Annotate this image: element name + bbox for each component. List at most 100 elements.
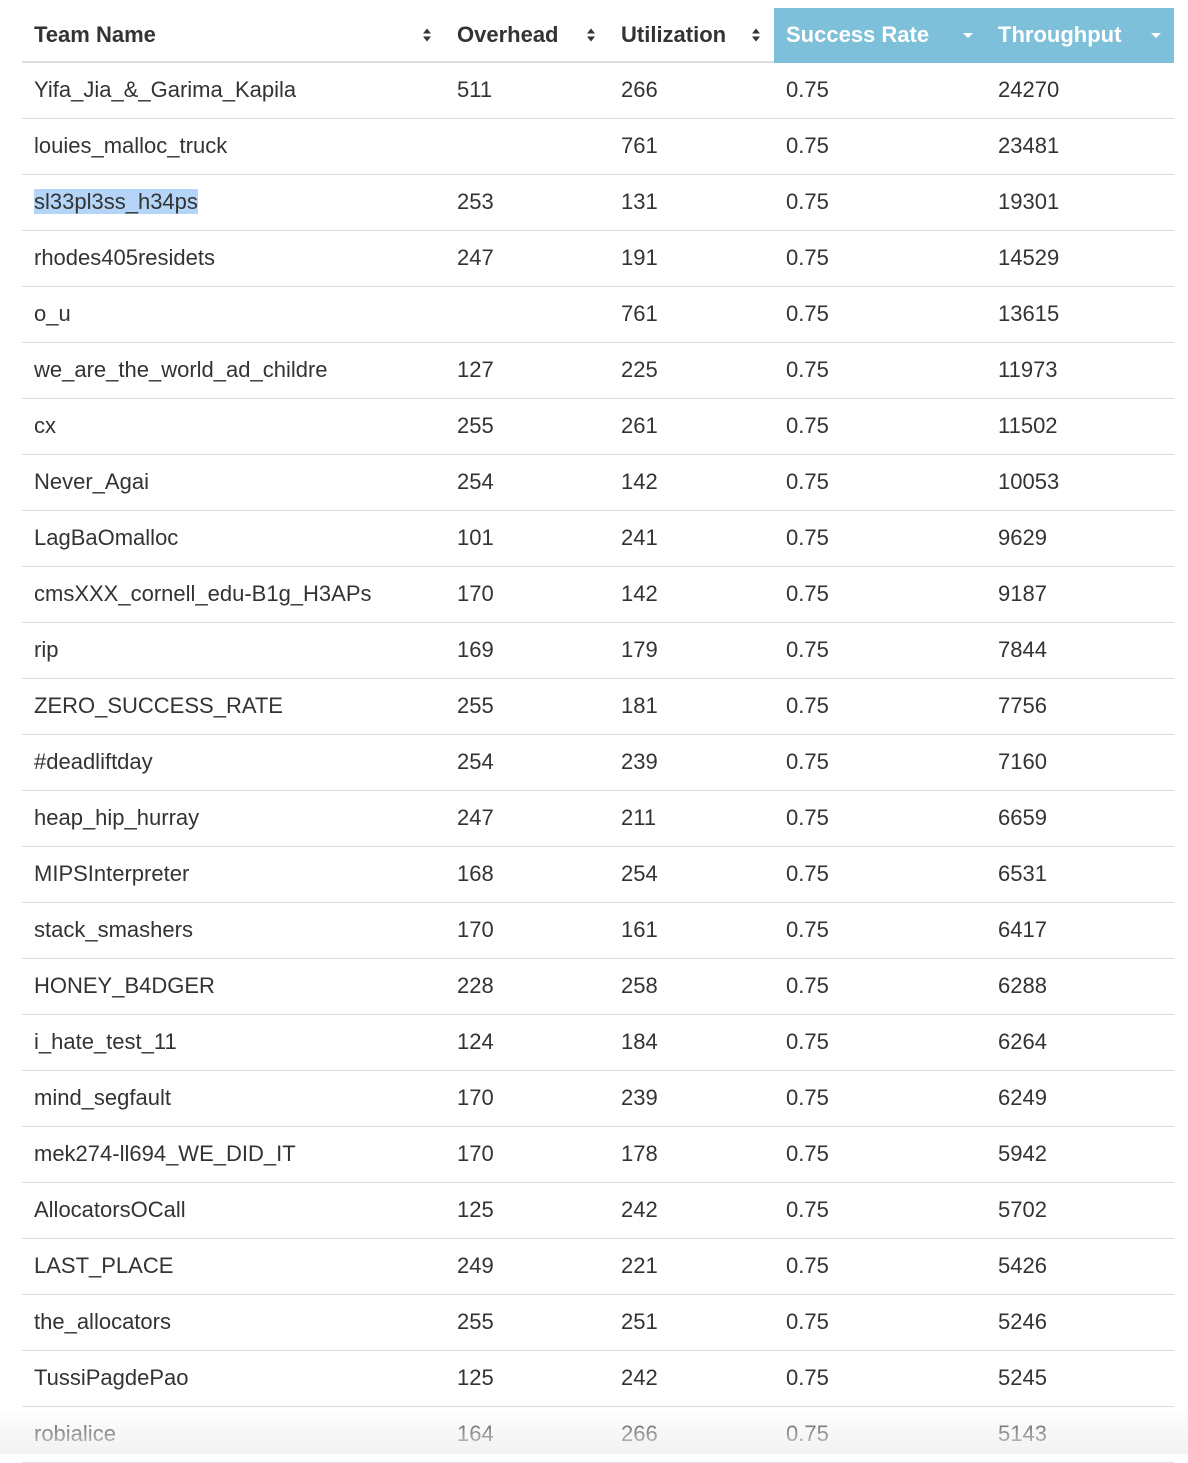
overhead-cell-text: 254 bbox=[457, 749, 494, 774]
sort-both-icon[interactable] bbox=[750, 26, 762, 44]
utilization-cell-text: 225 bbox=[621, 357, 658, 382]
success-rate-cell-text: 0.75 bbox=[786, 1253, 829, 1278]
team-name-cell-text: rip bbox=[34, 637, 58, 662]
overhead-cell-text: 255 bbox=[457, 1309, 494, 1334]
success-rate-cell-text: 0.75 bbox=[786, 357, 829, 382]
success-rate-cell-text: 0.75 bbox=[786, 637, 829, 662]
utilization-cell: 184 bbox=[609, 1014, 774, 1070]
utilization-cell: 225 bbox=[609, 342, 774, 398]
team-name-cell: TussiPagdePao bbox=[22, 1350, 445, 1406]
header-team-name[interactable]: Team Name bbox=[22, 8, 445, 62]
throughput-cell-text: 14529 bbox=[998, 245, 1059, 270]
throughput-cell-text: 5143 bbox=[998, 1421, 1047, 1446]
overhead-cell: 254 bbox=[445, 454, 609, 510]
throughput-cell-text: 5426 bbox=[998, 1253, 1047, 1278]
throughput-cell: 9187 bbox=[986, 566, 1174, 622]
success-rate-cell: 0.75 bbox=[774, 1350, 986, 1406]
team-name-cell-text: cmsXXX_cornell_edu-B1g_H3APs bbox=[34, 581, 372, 606]
throughput-cell: 6288 bbox=[986, 958, 1174, 1014]
sort-both-icon[interactable] bbox=[585, 26, 597, 44]
utilization-cell-text: 178 bbox=[621, 1141, 658, 1166]
throughput-cell: 6417 bbox=[986, 902, 1174, 958]
column-label: Team Name bbox=[34, 22, 156, 47]
throughput-cell-text: 6249 bbox=[998, 1085, 1047, 1110]
overhead-cell-text: 255 bbox=[457, 693, 494, 718]
overhead-cell-text: 170 bbox=[457, 1141, 494, 1166]
success-rate-cell-text: 0.75 bbox=[786, 1365, 829, 1390]
team-name-cell-text: heap_hip_hurray bbox=[34, 805, 199, 830]
utilization-cell-text: 239 bbox=[621, 749, 658, 774]
utilization-cell-text: 179 bbox=[621, 637, 658, 662]
utilization-cell: 261 bbox=[609, 398, 774, 454]
sort-both-icon[interactable] bbox=[421, 26, 433, 44]
throughput-cell: 6659 bbox=[986, 790, 1174, 846]
team-name-cell-text: o_u bbox=[34, 301, 71, 326]
overhead-cell-text: 164 bbox=[457, 1421, 494, 1446]
utilization-cell: 181 bbox=[609, 678, 774, 734]
team-name-cell-text: i_hate_test_11 bbox=[34, 1029, 177, 1054]
throughput-cell-text: 11973 bbox=[998, 357, 1058, 382]
success-rate-cell-text: 0.75 bbox=[786, 133, 829, 158]
success-rate-cell: 0.75 bbox=[774, 1182, 986, 1238]
team-name-cell: Never_Agai bbox=[22, 454, 445, 510]
team-name-cell: LagBaOmalloc bbox=[22, 510, 445, 566]
utilization-cell-text: 184 bbox=[621, 1029, 658, 1054]
throughput-cell: 6249 bbox=[986, 1070, 1174, 1126]
success-rate-cell-text: 0.75 bbox=[786, 861, 829, 886]
success-rate-cell: 0.75 bbox=[774, 846, 986, 902]
throughput-cell: 5245 bbox=[986, 1350, 1174, 1406]
header-overhead[interactable]: Overhead bbox=[445, 8, 609, 62]
overhead-cell: 255 bbox=[445, 398, 609, 454]
throughput-cell-text: 6531 bbox=[998, 861, 1047, 886]
throughput-cell: 7160 bbox=[986, 734, 1174, 790]
overhead-cell: 168 bbox=[445, 846, 609, 902]
success-rate-cell-text: 0.75 bbox=[786, 805, 829, 830]
success-rate-cell: 0.75 bbox=[774, 342, 986, 398]
utilization-cell: 221 bbox=[609, 1238, 774, 1294]
header-success-rate[interactable]: Success Rate bbox=[774, 8, 986, 62]
team-name-cell-text: AllocatorsOCall bbox=[34, 1197, 186, 1222]
overhead-cell: 247 bbox=[445, 790, 609, 846]
utilization-cell: 179 bbox=[609, 622, 774, 678]
overhead-cell-text: 168 bbox=[457, 861, 494, 886]
team-name-cell-text: Yifa_Jia_&_Garima_Kapila bbox=[34, 77, 296, 102]
throughput-cell-text: 24270 bbox=[998, 77, 1059, 102]
overhead-cell: 170 bbox=[445, 1126, 609, 1182]
team-name-cell: MIPSInterpreter bbox=[22, 846, 445, 902]
sort-desc-icon[interactable] bbox=[1150, 26, 1162, 44]
team-name-cell-text: rhodes405residets bbox=[34, 245, 215, 270]
header-utilization[interactable]: Utilization bbox=[609, 8, 774, 62]
utilization-cell-text: 191 bbox=[621, 245, 658, 270]
header-throughput[interactable]: Throughput bbox=[986, 8, 1174, 62]
utilization-cell-text: 142 bbox=[621, 469, 658, 494]
throughput-cell-text: 6659 bbox=[998, 805, 1047, 830]
success-rate-cell: 0.75 bbox=[774, 1238, 986, 1294]
success-rate-cell: 0.75 bbox=[774, 398, 986, 454]
team-name-cell-text: stack_smashers bbox=[34, 917, 193, 942]
success-rate-cell: 0.75 bbox=[774, 230, 986, 286]
team-name-cell: o_u bbox=[22, 286, 445, 342]
sort-desc-icon[interactable] bbox=[962, 26, 974, 44]
success-rate-cell: 0.75 bbox=[774, 958, 986, 1014]
success-rate-cell-text: 0.75 bbox=[786, 301, 829, 326]
team-name-cell: louies_malloc_truck bbox=[22, 118, 445, 174]
throughput-cell-text: 10053 bbox=[998, 469, 1059, 494]
overhead-cell bbox=[445, 118, 609, 174]
success-rate-cell-text: 0.75 bbox=[786, 1141, 829, 1166]
throughput-cell-text: 7756 bbox=[998, 693, 1047, 718]
overhead-cell bbox=[445, 286, 609, 342]
team-name-cell-text: robialice bbox=[34, 1421, 116, 1446]
overhead-cell-text: 254 bbox=[457, 469, 494, 494]
overhead-cell-text: 253 bbox=[457, 189, 494, 214]
utilization-cell-text: 251 bbox=[621, 1309, 658, 1334]
utilization-cell: 254 bbox=[609, 846, 774, 902]
